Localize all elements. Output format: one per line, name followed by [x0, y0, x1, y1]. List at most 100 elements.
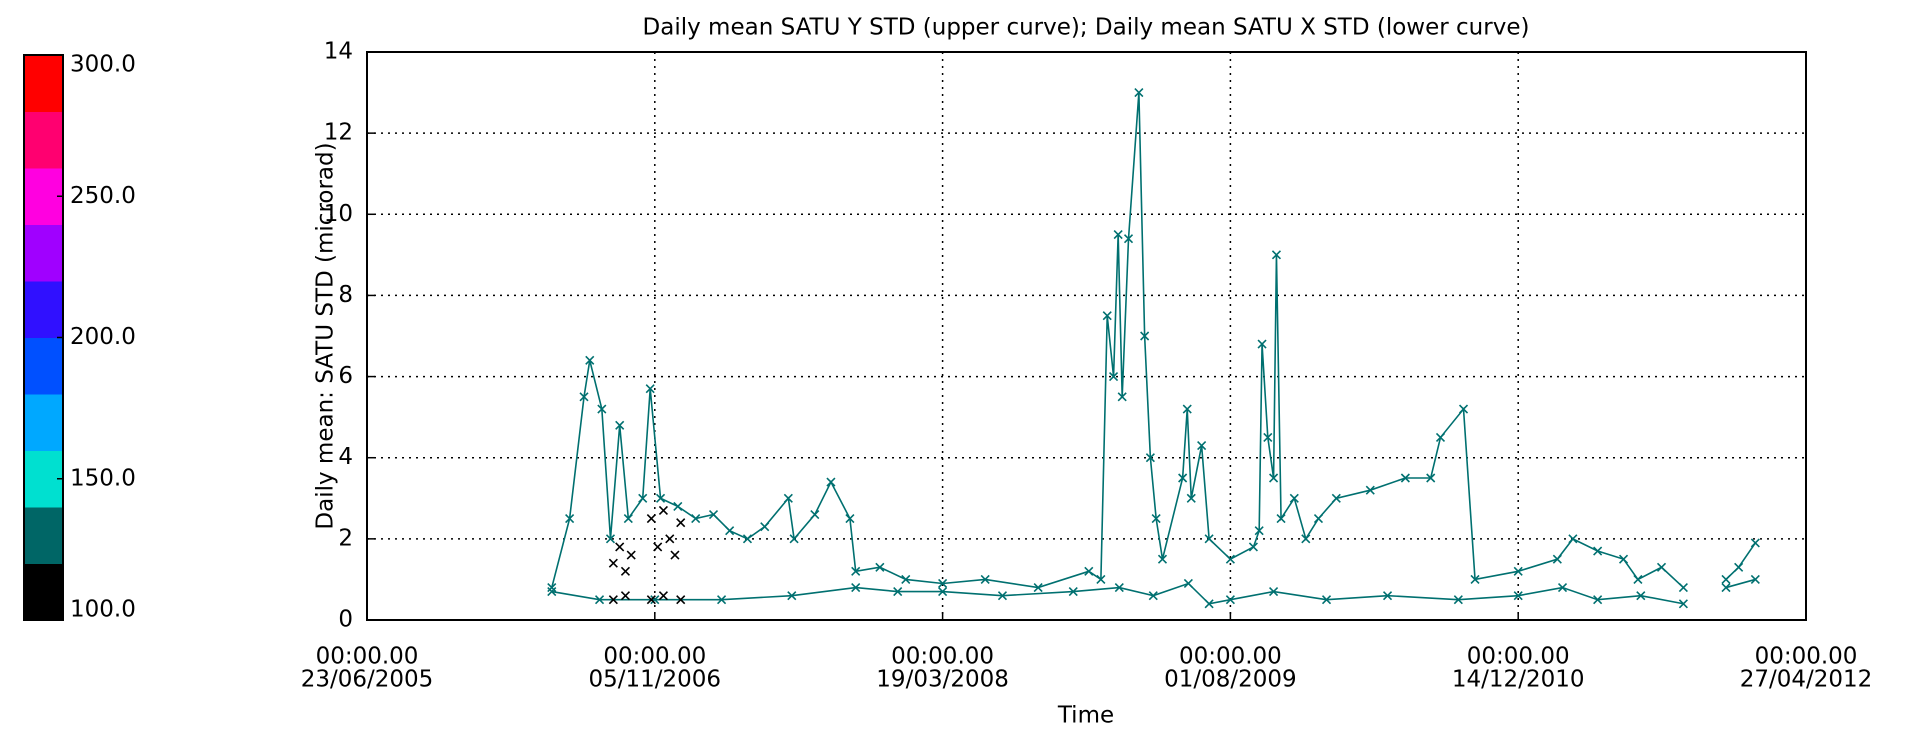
data-marker: [1453, 595, 1463, 605]
colorbar-band: [24, 168, 63, 225]
data-marker: [1734, 562, 1744, 572]
data-marker: [673, 501, 683, 511]
colorbar-band: [24, 563, 63, 621]
series-line: [1725, 578, 1756, 589]
x-tick-label: 00:00.00: [603, 644, 706, 670]
x-tick-label: 00:00.00: [316, 644, 419, 670]
data-marker: [1636, 591, 1646, 601]
y-tick-label: 8: [338, 282, 353, 308]
data-marker: [1435, 432, 1446, 442]
data-marker: [670, 550, 680, 560]
colorbar-band: [24, 55, 63, 112]
data-marker: [1248, 542, 1258, 552]
data-marker: [1134, 88, 1144, 98]
data-marker: [783, 493, 793, 503]
x-tick-label: 19/03/2008: [876, 667, 1009, 693]
data-marker: [1263, 432, 1273, 442]
data-marker: [1552, 554, 1562, 564]
data-marker: [1301, 534, 1311, 544]
y-axis-label: Daily mean: SATU STD (microrad): [313, 142, 339, 529]
colorbar-band: [24, 224, 63, 282]
data-marker: [1313, 514, 1324, 524]
data-marker: [1678, 599, 1688, 609]
data-marker: [1289, 493, 1299, 503]
data-marker: [1033, 582, 1043, 593]
colorbar-band: [24, 337, 63, 395]
data-marker: [1382, 591, 1393, 601]
colorbar-tick-label: 200.0: [70, 324, 136, 350]
data-marker: [1426, 473, 1436, 483]
data-marker: [1721, 574, 1731, 584]
data-marker: [1331, 493, 1341, 503]
data-marker: [645, 384, 655, 394]
data-marker: [1084, 566, 1094, 576]
x-tick-label: 05/11/2006: [589, 667, 722, 693]
x-tick-label: 00:00.00: [891, 644, 994, 670]
data-marker: [1114, 582, 1124, 593]
y-tick-label: 12: [324, 120, 353, 146]
y-tick-label: 4: [338, 444, 353, 470]
data-marker: [1148, 591, 1158, 601]
data-marker: [1276, 514, 1286, 524]
data-marker: [1123, 234, 1134, 244]
data-marker: [597, 404, 607, 414]
data-marker: [665, 534, 675, 544]
data-marker: [658, 591, 668, 601]
data-marker: [725, 526, 735, 536]
data-marker: [1102, 311, 1112, 321]
data-marker: [615, 420, 625, 430]
data-marker: [1593, 595, 1603, 605]
x-axis-label: Time: [1057, 703, 1114, 729]
data-marker: [1254, 526, 1264, 536]
data-marker: [1178, 473, 1188, 483]
data-marker: [1400, 473, 1410, 483]
data-marker: [608, 595, 618, 605]
data-marker: [875, 562, 885, 572]
data-marker: [1151, 514, 1161, 524]
data-marker: [1618, 554, 1629, 564]
data-marker: [1557, 582, 1568, 593]
colorbar-tick-label: 100.0: [70, 597, 136, 623]
y-tick-label: 6: [338, 363, 353, 389]
data-marker: [1096, 574, 1106, 584]
data-marker: [676, 595, 686, 605]
data-marker: [646, 514, 656, 524]
data-marker: [676, 518, 686, 528]
data-marker: [1321, 595, 1332, 605]
data-marker: [605, 534, 616, 544]
colorbar-band: [24, 507, 63, 564]
data-marker: [826, 477, 836, 487]
data-marker: [653, 542, 663, 552]
data-marker: [1271, 250, 1282, 260]
data-marker: [717, 595, 727, 605]
data-marker: [851, 566, 861, 576]
data-marker: [1113, 230, 1123, 240]
x-tick-label: 23/06/2005: [301, 667, 434, 693]
data-marker: [638, 493, 648, 503]
data-marker: [547, 587, 557, 597]
colorbar-band: [24, 394, 63, 451]
data-marker: [1458, 404, 1469, 414]
data-marker: [608, 558, 618, 568]
data-marker: [938, 587, 948, 597]
data-marker: [1182, 404, 1192, 414]
data-marker: [650, 595, 660, 605]
data-marker: [789, 534, 799, 544]
data-marker: [1269, 473, 1279, 483]
data-marker: [1225, 595, 1235, 605]
data-marker: [1204, 534, 1214, 544]
data-marker: [1140, 331, 1150, 341]
x-tick-label: 00:00.00: [1179, 644, 1282, 670]
data-marker: [1257, 339, 1267, 349]
x-tick-label: 14/12/2010: [1452, 667, 1585, 693]
data-marker: [646, 595, 656, 605]
colorbar-tick-label: 250.0: [70, 183, 136, 209]
data-marker: [1678, 582, 1688, 593]
data-marker: [851, 582, 861, 593]
series-line: [1725, 542, 1757, 581]
data-marker: [1750, 574, 1760, 584]
data-marker: [1204, 599, 1214, 609]
data-marker: [1750, 538, 1760, 548]
data-marker: [708, 509, 719, 520]
data-marker: [1269, 587, 1279, 597]
